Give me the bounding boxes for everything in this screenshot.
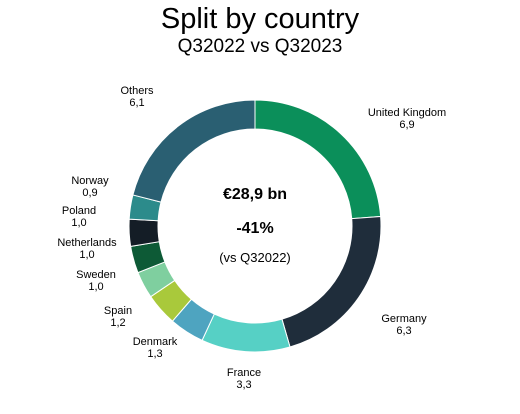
slice-value-united-kingdom: 6,9 — [399, 119, 414, 131]
slice-label-poland: Poland — [62, 205, 96, 217]
slice-value-france: 3,3 — [236, 379, 251, 391]
slice-value-others: 6,1 — [129, 97, 144, 109]
slice-label-france: France — [227, 367, 261, 379]
slice-label-sweden: Sweden — [76, 269, 116, 281]
slice-france — [201, 313, 291, 353]
slice-label-united-kingdom: United Kingdom — [368, 107, 446, 119]
slice-value-netherlands: 1,0 — [79, 249, 94, 261]
slice-label-denmark: Denmark — [133, 336, 178, 348]
center-note: (vs Q32022) — [219, 250, 291, 265]
slice-germany — [281, 215, 382, 348]
slice-label-netherlands: Netherlands — [57, 237, 117, 249]
slice-value-norway: 0,9 — [82, 187, 97, 199]
center-change: -41% — [236, 220, 273, 237]
slice-label-germany: Germany — [381, 313, 427, 325]
slice-others — [132, 99, 256, 203]
slice-value-poland: 1,0 — [71, 217, 86, 229]
donut-slices — [128, 99, 382, 353]
slice-value-germany: 6,3 — [396, 325, 411, 337]
slice-label-spain: Spain — [104, 305, 132, 317]
slice-value-denmark: 1,3 — [147, 348, 162, 360]
center-total: €28,9 bn — [223, 186, 287, 203]
chart-title: Split by country — [160, 3, 360, 35]
slice-value-sweden: 1,0 — [88, 281, 103, 293]
slice-label-others: Others — [120, 85, 154, 97]
chart-subtitle: Q32022 vs Q32023 — [177, 36, 343, 57]
slice-poland — [128, 218, 160, 247]
slice-label-norway: Norway — [71, 175, 109, 187]
slice-value-spain: 1,2 — [110, 317, 125, 329]
